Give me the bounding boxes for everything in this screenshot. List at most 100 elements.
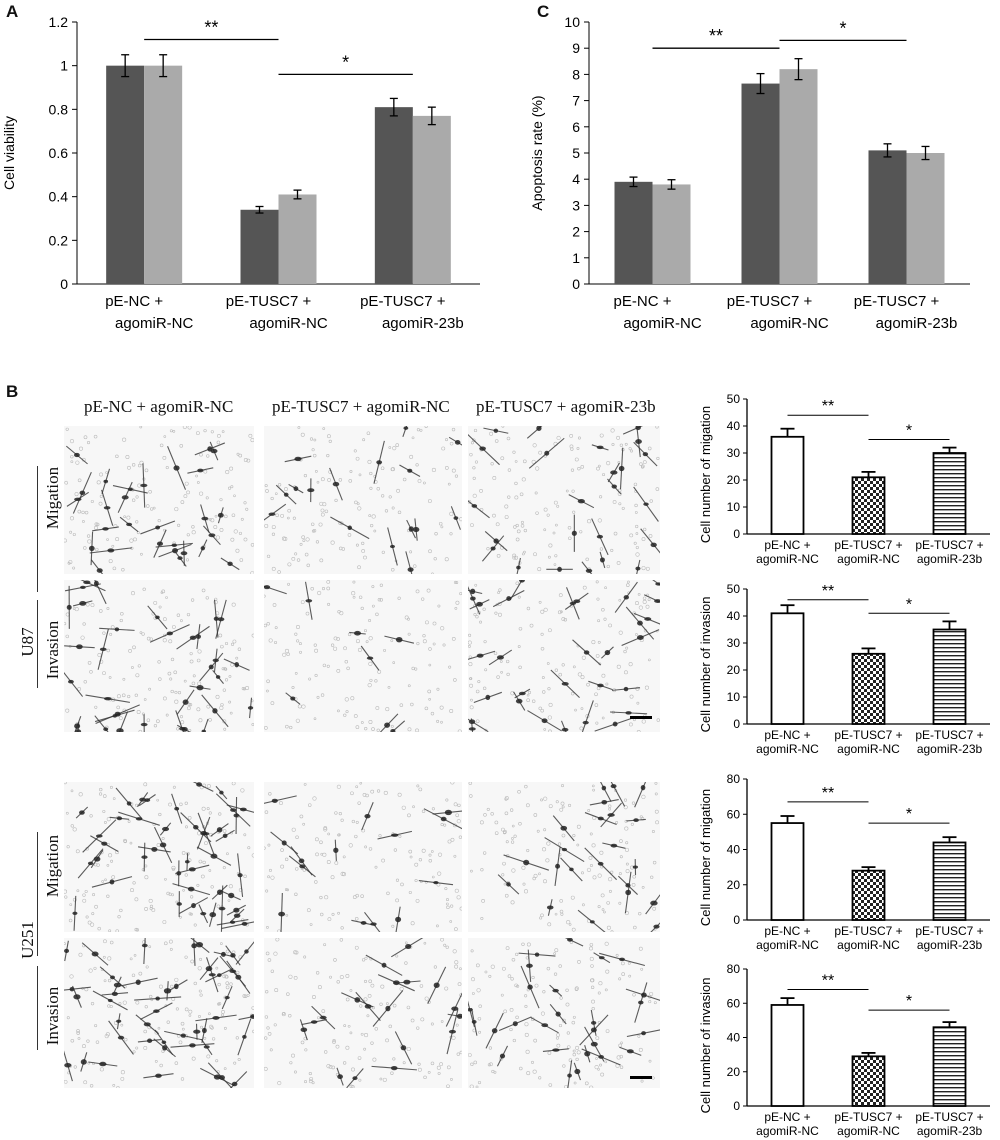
- membrane-pore: [402, 1061, 406, 1065]
- membrane-pore: [319, 895, 323, 900]
- membrane-pore: [90, 603, 95, 608]
- membrane-pore: [576, 1050, 581, 1055]
- membrane-pore: [197, 649, 202, 654]
- membrane-pore: [433, 557, 437, 561]
- cell-body: [229, 920, 236, 924]
- cell-body: [162, 1045, 168, 1051]
- cell-body: [221, 951, 226, 957]
- y-tick-label: 1: [60, 58, 68, 74]
- membrane-pore: [284, 648, 290, 654]
- membrane-pore: [542, 847, 547, 852]
- membrane-pore: [180, 619, 183, 623]
- membrane-pore: [208, 1012, 211, 1016]
- membrane-pore: [514, 460, 518, 463]
- membrane-pore: [450, 782, 455, 785]
- membrane-pore: [424, 426, 428, 429]
- cell-body: [224, 995, 230, 1000]
- x-tick-label: agomiR-NC: [756, 938, 819, 952]
- membrane-pore: [397, 596, 401, 600]
- cell-body: [641, 1031, 646, 1036]
- membrane-pore: [344, 697, 349, 702]
- cell-body: [599, 557, 605, 563]
- membrane-pore: [381, 494, 385, 498]
- cell-body: [644, 617, 652, 621]
- panel-c-letter: C: [537, 2, 550, 21]
- membrane-pore: [431, 875, 435, 879]
- membrane-pore: [368, 514, 372, 518]
- membrane-pore: [232, 639, 237, 644]
- cell-body: [485, 694, 491, 701]
- membrane-pore: [535, 511, 539, 515]
- membrane-pore: [264, 1015, 269, 1019]
- membrane-pore: [165, 596, 168, 599]
- cell-body: [176, 902, 182, 906]
- membrane-pore: [407, 617, 410, 621]
- membrane-pore: [372, 1057, 377, 1062]
- membrane-pore: [525, 1049, 530, 1054]
- membrane-pore: [635, 552, 640, 557]
- membrane-pore: [606, 901, 610, 905]
- membrane-pore: [625, 869, 630, 874]
- cell-body: [80, 585, 86, 589]
- membrane-pore: [190, 959, 195, 964]
- membrane-pore: [543, 507, 548, 512]
- membrane-pore: [534, 491, 538, 495]
- bar: [932, 1026, 967, 1107]
- membrane-pore: [540, 646, 545, 651]
- cell-body: [64, 948, 70, 954]
- membrane-pore: [447, 839, 452, 844]
- cell-body: [217, 512, 224, 518]
- cell-body: [102, 527, 109, 531]
- cell-body: [293, 486, 299, 492]
- membrane-pore: [451, 427, 456, 432]
- x-tick-label: agomiR-NC: [837, 938, 900, 952]
- cell-body: [333, 847, 339, 853]
- micrograph-u87-migation-pe-tusc7-23b: [468, 426, 660, 574]
- membrane-pore: [349, 1031, 353, 1035]
- membrane-pore: [89, 670, 93, 674]
- membrane-pore: [346, 666, 350, 671]
- membrane-pore: [199, 491, 204, 496]
- membrane-pore: [178, 1040, 183, 1045]
- membrane-pore: [180, 720, 185, 725]
- membrane-pore: [288, 1014, 292, 1018]
- membrane-pore: [380, 984, 385, 989]
- cell-body: [193, 1029, 201, 1034]
- membrane-pore: [137, 664, 141, 668]
- cell-body: [103, 506, 111, 510]
- membrane-pore: [419, 428, 423, 432]
- membrane-pore: [132, 1050, 136, 1054]
- cell-body: [405, 944, 412, 950]
- membrane-pore: [357, 1056, 362, 1060]
- membrane-pore: [368, 618, 372, 622]
- membrane-pore: [216, 904, 221, 909]
- membrane-pore: [421, 597, 425, 601]
- membrane-pore: [222, 974, 227, 979]
- cell-body: [88, 545, 95, 551]
- membrane-pore: [561, 805, 565, 809]
- bar: [851, 476, 886, 535]
- membrane-pore: [428, 549, 432, 554]
- cell-body: [242, 1035, 247, 1039]
- membrane-pore: [489, 1062, 493, 1067]
- membrane-pore: [374, 679, 378, 683]
- membrane-pore: [558, 1023, 563, 1028]
- membrane-pore: [509, 808, 514, 812]
- membrane-pore: [170, 657, 175, 662]
- membrane-pore: [280, 864, 285, 869]
- membrane-pore: [572, 510, 576, 514]
- membrane-pore: [422, 639, 427, 644]
- membrane-pore: [608, 807, 611, 811]
- membrane-pore: [628, 722, 633, 727]
- cell-body: [68, 679, 74, 684]
- membrane-pore: [454, 606, 458, 610]
- membrane-pore: [618, 502, 622, 506]
- membrane-pore: [536, 829, 540, 833]
- membrane-pore: [407, 727, 412, 732]
- membrane-pore: [479, 489, 483, 493]
- membrane-pore: [597, 619, 601, 623]
- membrane-pore: [358, 595, 363, 599]
- membrane-pore: [641, 885, 645, 889]
- membrane-pore: [323, 943, 327, 947]
- y-tick-label: 20: [727, 473, 741, 487]
